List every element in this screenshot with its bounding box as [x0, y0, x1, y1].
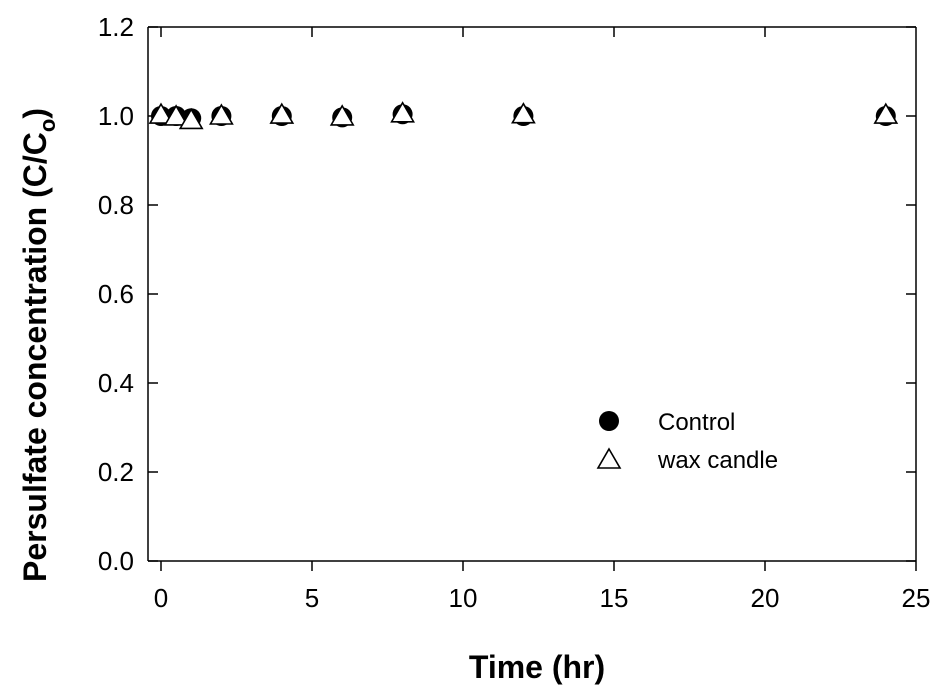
y-tick-label: 0.2 [98, 457, 134, 487]
y-axis-title-close: ) [17, 108, 53, 119]
y-tick-label: 0.0 [98, 546, 134, 576]
plot-frame [147, 26, 917, 562]
x-axis-ticks: 0 5 10 15 20 25 [154, 27, 931, 613]
legend: Control wax candle [596, 409, 778, 474]
legend-marker-wax-candle [596, 447, 622, 469]
x-tick-label: 0 [154, 583, 168, 613]
data-marks [148, 101, 899, 130]
y-axis-title: Persulfate concentration (C/Co) [17, 108, 60, 582]
y-tick-label: 0.8 [98, 190, 134, 220]
wax-candle-point [873, 102, 899, 124]
x-tick-label: 25 [902, 583, 931, 613]
x-axis-title: Time (hr) [469, 649, 605, 685]
wax-candle-point [511, 102, 536, 124]
wax-candle-point [178, 107, 204, 130]
x-tick-label: 5 [305, 583, 319, 613]
y-tick-label: 1.2 [98, 12, 134, 42]
y-axis-ticks: 0.0 0.2 0.4 0.6 0.8 1.0 1.2 [98, 12, 916, 576]
x-tick-label: 20 [751, 583, 780, 613]
y-tick-label: 0.6 [98, 279, 134, 309]
legend-label-wax-candle: wax candle [657, 447, 778, 474]
x-tick-label: 10 [449, 583, 478, 613]
legend-label-control: Control [658, 409, 735, 436]
x-tick-label: 15 [600, 583, 629, 613]
wax-candle-point [163, 104, 189, 126]
wax-candle-point [329, 104, 355, 126]
wax-candle-point [209, 103, 234, 125]
y-tick-label: 0.4 [98, 368, 134, 398]
wax-candle-point [148, 102, 174, 124]
y-axis-title-subscript: o [35, 119, 60, 132]
y-tick-label: 1.0 [98, 101, 134, 131]
y-axis-title-main: Persulfate concentration (C/C [17, 132, 53, 582]
legend-marker-control [599, 411, 619, 431]
wax-candle-point [269, 102, 295, 124]
wax-candle-point [390, 101, 415, 123]
